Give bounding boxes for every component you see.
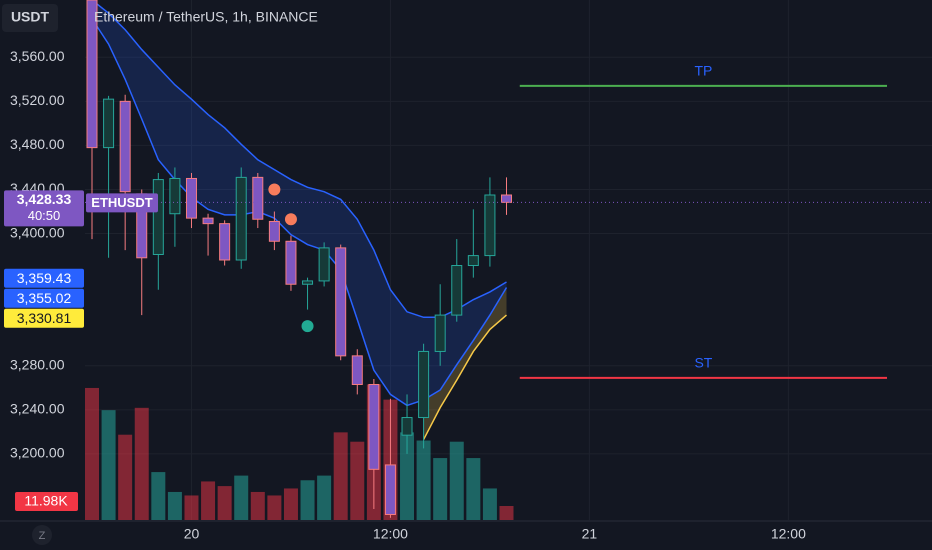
candle-body [401,417,413,436]
volume-bar [234,475,249,520]
y-tick-label: 3,280.00 [10,356,65,372]
last-price-box [4,190,84,227]
candle-body [434,314,446,352]
x-tick-label: 20 [184,526,200,542]
candle-body [467,255,479,267]
x-tick-label: 12:00 [373,526,408,542]
y-tick-label: 3,240.00 [10,401,65,417]
volume-label-box [15,492,78,512]
candle-body [285,240,297,285]
y-tick-label: 3,480.00 [10,136,65,152]
volume-bar [283,488,298,520]
countdown-label: 40:50 [28,208,61,223]
candle-body [152,179,164,255]
volume-bar [317,475,332,520]
volume-bar [300,480,315,520]
symbol-tag: ETHUSDT [91,195,152,210]
candle-body [384,464,396,515]
candle-body [169,177,181,215]
volume-bar [433,458,448,520]
volume-bar [333,432,348,520]
level-label: ST [694,355,712,371]
y-tick-label: 3,200.00 [10,445,65,461]
signal-marker [284,213,297,226]
signal-fill [423,287,507,440]
candle-body [185,177,197,219]
candle-body [119,100,131,193]
candle-body [318,247,330,282]
band-fill [92,0,507,406]
candle-body [268,220,280,242]
candle-body [103,98,115,149]
level-label: TP [694,63,712,79]
symbol-button-label[interactable]: USDT [11,9,50,25]
last-price-label: 3,428.33 [17,191,72,207]
volume-bar [184,495,199,520]
volume-bar [449,441,464,520]
volume-bar [400,432,415,520]
candle-body [252,176,264,220]
candle-body [484,194,496,257]
signal-marker [268,183,281,196]
volume-bar [118,434,133,520]
volume-bar [499,506,514,520]
candle-body [202,217,214,225]
symbol-button[interactable] [2,4,58,32]
price-label-box [4,288,84,308]
footer-button[interactable] [32,525,52,545]
price-label-box [4,268,84,288]
volume-label: 11.98K [24,493,68,509]
candle-body [351,355,363,385]
volume-bar [151,472,166,520]
volume-bar [134,407,149,520]
x-tick-label: 12:00 [771,526,806,542]
volume-bar [167,491,182,520]
symbol-tag-box [86,193,158,213]
x-tick-label: 21 [582,526,598,542]
volume-bar [217,486,232,520]
volume-bar [101,410,116,520]
candle-body [501,194,512,203]
candle-body [418,350,430,419]
candle-body [86,0,98,149]
y-tick-label: 3,560.00 [10,48,65,64]
footer-button-label[interactable]: Z [39,530,46,542]
signal-line [422,314,507,440]
candle-body [235,176,247,261]
y-tick-label: 3,400.00 [10,224,65,240]
price-label: 3,359.43 [17,270,72,286]
candle-body [219,223,231,261]
volume-bar [201,481,216,520]
price-label-box [4,308,84,328]
volume-bar [466,458,481,520]
chart-title: Ethereum / TetherUS, 1h, BINANCE [94,9,318,25]
price-label: 3,330.81 [17,310,72,326]
volume-bar [416,440,431,520]
y-tick-label: 3,520.00 [10,92,65,108]
volume-bar [267,495,282,520]
signal-marker [301,320,314,333]
price-label: 3,355.02 [17,290,72,306]
volume-bar [350,441,365,520]
candle-body [451,265,463,316]
candle-body [368,383,380,470]
plot: TP ST [85,0,932,520]
volume-bar [250,491,265,520]
candle-body [302,280,314,285]
lower-band [91,18,508,407]
volume-bar [482,488,497,520]
candle-body [335,247,347,357]
volume-bar [85,387,99,520]
